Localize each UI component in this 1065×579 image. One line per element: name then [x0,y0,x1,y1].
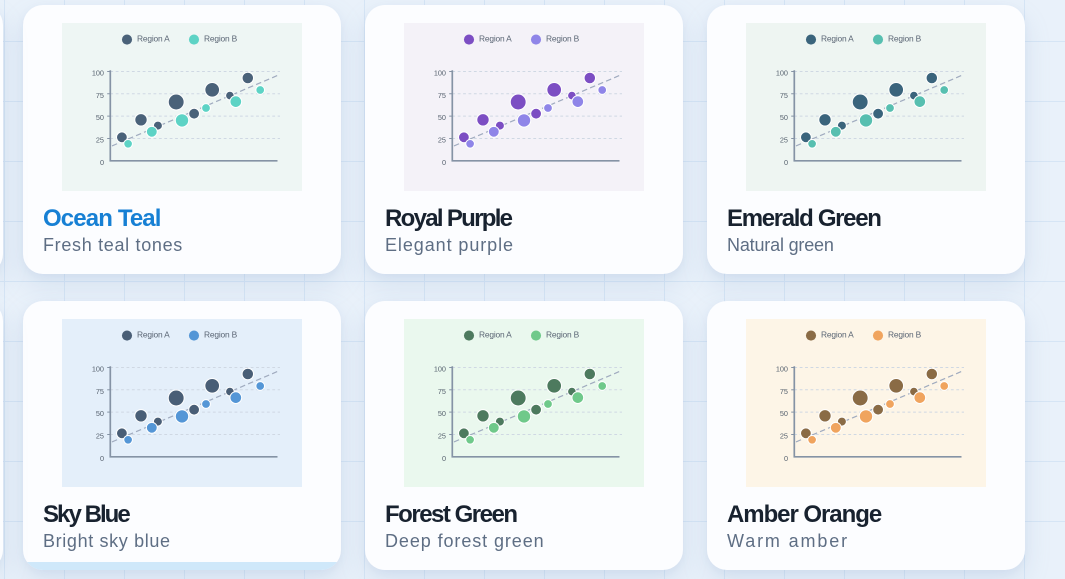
svg-text:Region B: Region B [888,330,922,340]
svg-text:75: 75 [96,91,104,100]
svg-text:100: 100 [434,69,446,78]
svg-text:0: 0 [100,454,104,463]
svg-text:Region A: Region A [479,330,512,340]
svg-text:Region B: Region B [204,330,238,340]
svg-text:50: 50 [96,113,104,122]
svg-text:Region A: Region A [137,34,170,44]
svg-text:75: 75 [438,387,446,396]
svg-text:75: 75 [438,91,446,100]
svg-text:75: 75 [780,91,788,100]
svg-text:Region A: Region A [479,34,512,44]
svg-text:Region A: Region A [821,330,854,340]
svg-text:75: 75 [96,387,104,396]
svg-text:50: 50 [780,113,788,122]
svg-text:0: 0 [100,158,104,167]
svg-text:25: 25 [780,136,788,145]
svg-text:Region A: Region A [821,34,854,44]
svg-text:Region A: Region A [137,330,170,340]
svg-text:25: 25 [96,136,104,145]
svg-text:25: 25 [438,432,446,441]
svg-text:25: 25 [96,432,104,441]
svg-text:0: 0 [784,454,788,463]
svg-text:50: 50 [438,113,446,122]
svg-text:75: 75 [780,387,788,396]
svg-text:50: 50 [780,409,788,418]
svg-text:100: 100 [776,69,788,78]
svg-text:25: 25 [438,136,446,145]
svg-text:0: 0 [784,158,788,167]
svg-text:50: 50 [438,409,446,418]
svg-text:100: 100 [434,365,446,374]
svg-text:25: 25 [780,432,788,441]
svg-text:Region B: Region B [204,34,238,44]
svg-text:Region B: Region B [888,34,922,44]
svg-text:0: 0 [442,454,446,463]
svg-text:100: 100 [92,365,104,374]
svg-text:100: 100 [92,69,104,78]
svg-text:100: 100 [776,365,788,374]
svg-text:50: 50 [96,409,104,418]
svg-text:Region B: Region B [546,34,580,44]
svg-text:Region B: Region B [546,330,580,340]
svg-text:0: 0 [442,158,446,167]
